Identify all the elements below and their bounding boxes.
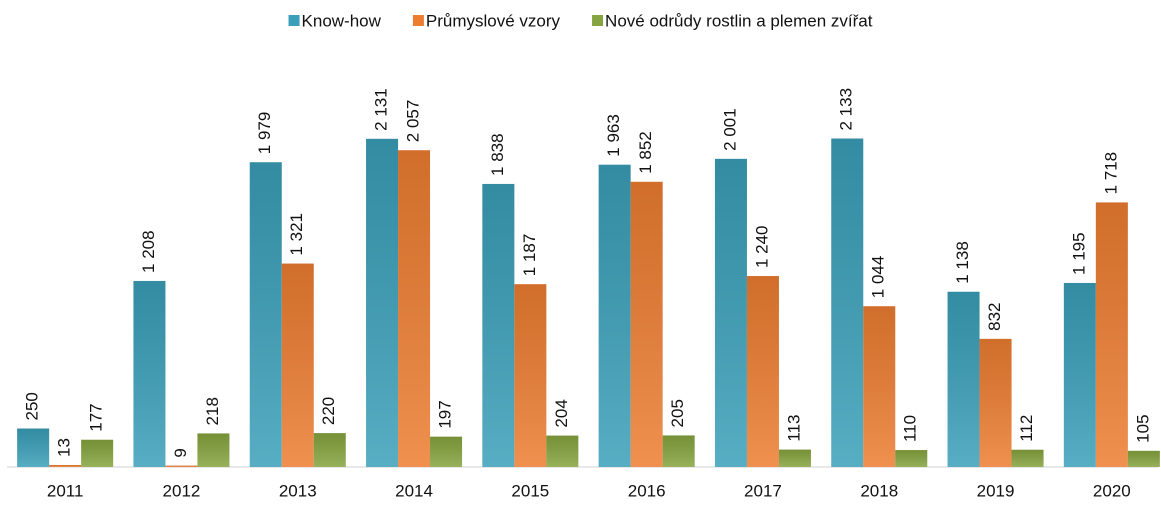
value-label: 113 [784,414,803,441]
value-label: 220 [319,397,338,425]
bar-shade [1011,449,1044,467]
x-tick-label: 2014 [395,481,433,500]
value-label: 110 [901,415,920,442]
value-label: 2 001 [720,108,739,151]
value-label: 177 [87,403,106,431]
value-label: 1 195 [1069,232,1088,275]
bar-shade [81,439,114,467]
value-label: 105 [1133,414,1152,442]
value-label: 1 208 [139,230,158,273]
value-label: 1 138 [953,241,972,284]
bar-shade [165,465,198,467]
bar-shade [598,164,631,467]
bar-shade [281,263,314,467]
legend-swatch [592,15,604,26]
legend-swatch [412,15,424,26]
bar-shade [366,138,399,468]
value-label: 250 [23,392,42,420]
x-tick-label: 2012 [163,481,201,500]
value-label: 204 [552,399,571,427]
bar-shade [1095,202,1128,468]
value-label: 832 [985,302,1004,330]
bar-shade [133,280,166,467]
bar-shade [398,150,431,468]
bar-shade [831,138,864,467]
value-label: 1 187 [520,234,539,277]
value-label: 1 718 [1101,152,1120,195]
value-label: 1 321 [287,213,306,256]
value-label: 205 [668,399,687,427]
bar-shade [979,338,1012,467]
bar-shade [313,433,346,467]
value-label: 218 [203,397,222,425]
bar-shade [197,433,230,467]
bar-shade [662,435,695,467]
value-label: 1 838 [488,133,507,176]
bar-shade [430,436,463,467]
legend-label: Průmyslové vzory [426,11,561,30]
x-tick-label: 2019 [977,481,1015,500]
x-tick-label: 2017 [744,481,782,500]
bar-shade [863,306,896,467]
value-label: 9 [171,448,190,457]
legend-label: Know-how [302,11,382,30]
bar-shade [746,276,779,467]
value-label: 1 044 [869,256,888,299]
bar-shade [1127,450,1160,467]
x-tick-label: 2020 [1093,481,1131,500]
legend-label: Nové odrůdy rostlin a plemen zvířat [605,11,873,30]
value-label: 112 [1017,415,1036,442]
value-label: 1 240 [752,225,771,268]
value-label: 1 852 [636,131,655,174]
x-tick-label: 2013 [279,481,317,500]
bar-shade [49,464,82,467]
x-tick-label: 2015 [511,481,549,500]
bar-shade [546,435,579,467]
x-tick-label: 2016 [628,481,666,500]
value-label: 2 131 [372,88,391,131]
bar-shade [249,162,282,467]
value-label: 2 057 [404,100,423,143]
bar-shade [482,183,515,467]
bar-shade [17,428,50,467]
bar-shade [630,181,663,468]
x-tick-label: 2011 [47,481,84,500]
value-label: 1 963 [604,114,623,157]
value-label: 13 [55,438,74,457]
value-label: 197 [436,400,455,428]
value-label: 2 133 [837,88,856,131]
x-tick-label: 2018 [860,481,898,500]
bar-shade [1063,282,1096,467]
bar-shade [947,291,980,467]
value-label: 1 979 [255,112,274,155]
bar-shade [514,284,547,467]
bar-shade [778,449,811,467]
legend-swatch [288,15,300,26]
bar-shade [714,158,747,467]
bar-shade [895,450,928,467]
